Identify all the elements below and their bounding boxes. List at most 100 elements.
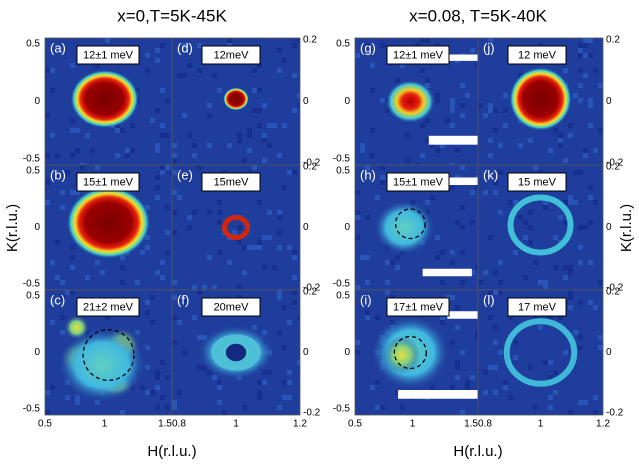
noise-pixel (588, 98, 593, 103)
noise-pixel (160, 395, 165, 400)
noise-pixel (518, 215, 523, 220)
noise-pixel (257, 380, 262, 385)
noise-pixel (593, 395, 598, 400)
noise-pixel (553, 265, 558, 270)
noise-pixel (533, 260, 538, 265)
noise-pixel (370, 88, 375, 93)
noise-pixel (277, 290, 282, 295)
noise-pixel (455, 360, 460, 365)
noise-pixel (177, 73, 182, 78)
noise-pixel (370, 153, 375, 158)
noise-pixel (588, 38, 593, 43)
noise-pixel (488, 103, 493, 108)
noise-pixel (568, 200, 573, 205)
energy-label: 15±1 meV (83, 176, 134, 188)
noise-pixel (60, 330, 65, 335)
noise-pixel (227, 143, 232, 148)
noise-pixel (177, 390, 182, 395)
noise-pixel (420, 38, 425, 43)
noise-pixel (55, 275, 60, 280)
noise-pixel (355, 285, 360, 290)
noise-pixel (553, 235, 558, 240)
y-tick-label: 0 (34, 96, 40, 107)
noise-pixel (588, 185, 593, 190)
noise-pixel (588, 103, 593, 108)
noise-pixel (498, 143, 503, 148)
noise-pixel (282, 380, 287, 385)
noise-pixel (207, 210, 212, 215)
noise-pixel (523, 235, 528, 240)
y-tick-label: 0.2 (606, 287, 620, 298)
y-tick-label: -0.2 (606, 408, 624, 419)
noise-pixel (267, 210, 272, 215)
noise-pixel (212, 285, 217, 290)
noise-pixel (588, 300, 593, 305)
noise-pixel (598, 335, 603, 340)
noise-pixel (588, 220, 593, 225)
masked-region (423, 269, 472, 277)
y-tick-label: 0 (303, 222, 309, 233)
noise-pixel (150, 320, 155, 325)
noise-pixel (543, 280, 548, 285)
noise-pixel (543, 205, 548, 210)
noise-pixel (257, 108, 262, 113)
noise-pixel (207, 113, 212, 118)
masked-region (429, 136, 478, 145)
noise-pixel (523, 275, 528, 280)
noise-pixel (130, 148, 135, 153)
noise-pixel (237, 225, 242, 230)
noise-pixel (257, 395, 262, 400)
noise-pixel (450, 185, 455, 190)
noise-pixel (172, 315, 177, 320)
noise-pixel (405, 133, 410, 138)
noise-pixel (222, 410, 227, 415)
noise-pixel (573, 200, 578, 205)
noise-pixel (160, 170, 165, 175)
noise-pixel (568, 195, 573, 200)
noise-pixel (182, 113, 187, 118)
noise-pixel (120, 410, 125, 415)
noise-pixel (460, 250, 465, 255)
noise-pixel (455, 220, 460, 225)
noise-pixel (70, 265, 75, 270)
noise-pixel (420, 68, 425, 73)
noise-pixel (75, 400, 80, 405)
noise-pixel (227, 260, 232, 265)
noise-pixel (365, 280, 370, 285)
noise-pixel (483, 370, 488, 375)
noise-pixel (287, 395, 292, 400)
noise-pixel (355, 210, 360, 215)
noise-pixel (172, 340, 177, 345)
noise-pixel (563, 68, 568, 73)
noise-pixel (395, 265, 400, 270)
noise-pixel (140, 385, 145, 390)
noise-pixel (578, 345, 583, 350)
intensity-blob (373, 200, 435, 255)
noise-pixel (425, 200, 430, 205)
noise-pixel (435, 148, 440, 153)
energy-label: 12±1 meV (83, 49, 134, 61)
masked-region (447, 178, 478, 186)
panel-letter: (e) (177, 167, 193, 182)
noise-pixel (578, 225, 583, 230)
x-tick-label: 1 (410, 419, 416, 430)
noise-pixel (405, 158, 410, 163)
heatmap-panel: (l)17 meV (478, 290, 603, 415)
panel-letter: (f) (177, 292, 189, 307)
noise-pixel (460, 350, 465, 355)
noise-pixel (95, 260, 100, 265)
noise-pixel (115, 128, 120, 133)
energy-label: 12±1 meV (393, 49, 444, 61)
intensity-blob (383, 336, 420, 374)
noise-pixel (503, 385, 508, 390)
noise-pixel (450, 260, 455, 265)
noise-pixel (155, 370, 160, 375)
noise-pixel (257, 200, 262, 205)
panel-letter: (l) (483, 292, 495, 307)
noise-pixel (237, 285, 242, 290)
noise-pixel (237, 240, 242, 245)
noise-pixel (498, 280, 503, 285)
noise-pixel (593, 68, 598, 73)
noise-pixel (145, 53, 150, 58)
noise-pixel (277, 153, 282, 158)
